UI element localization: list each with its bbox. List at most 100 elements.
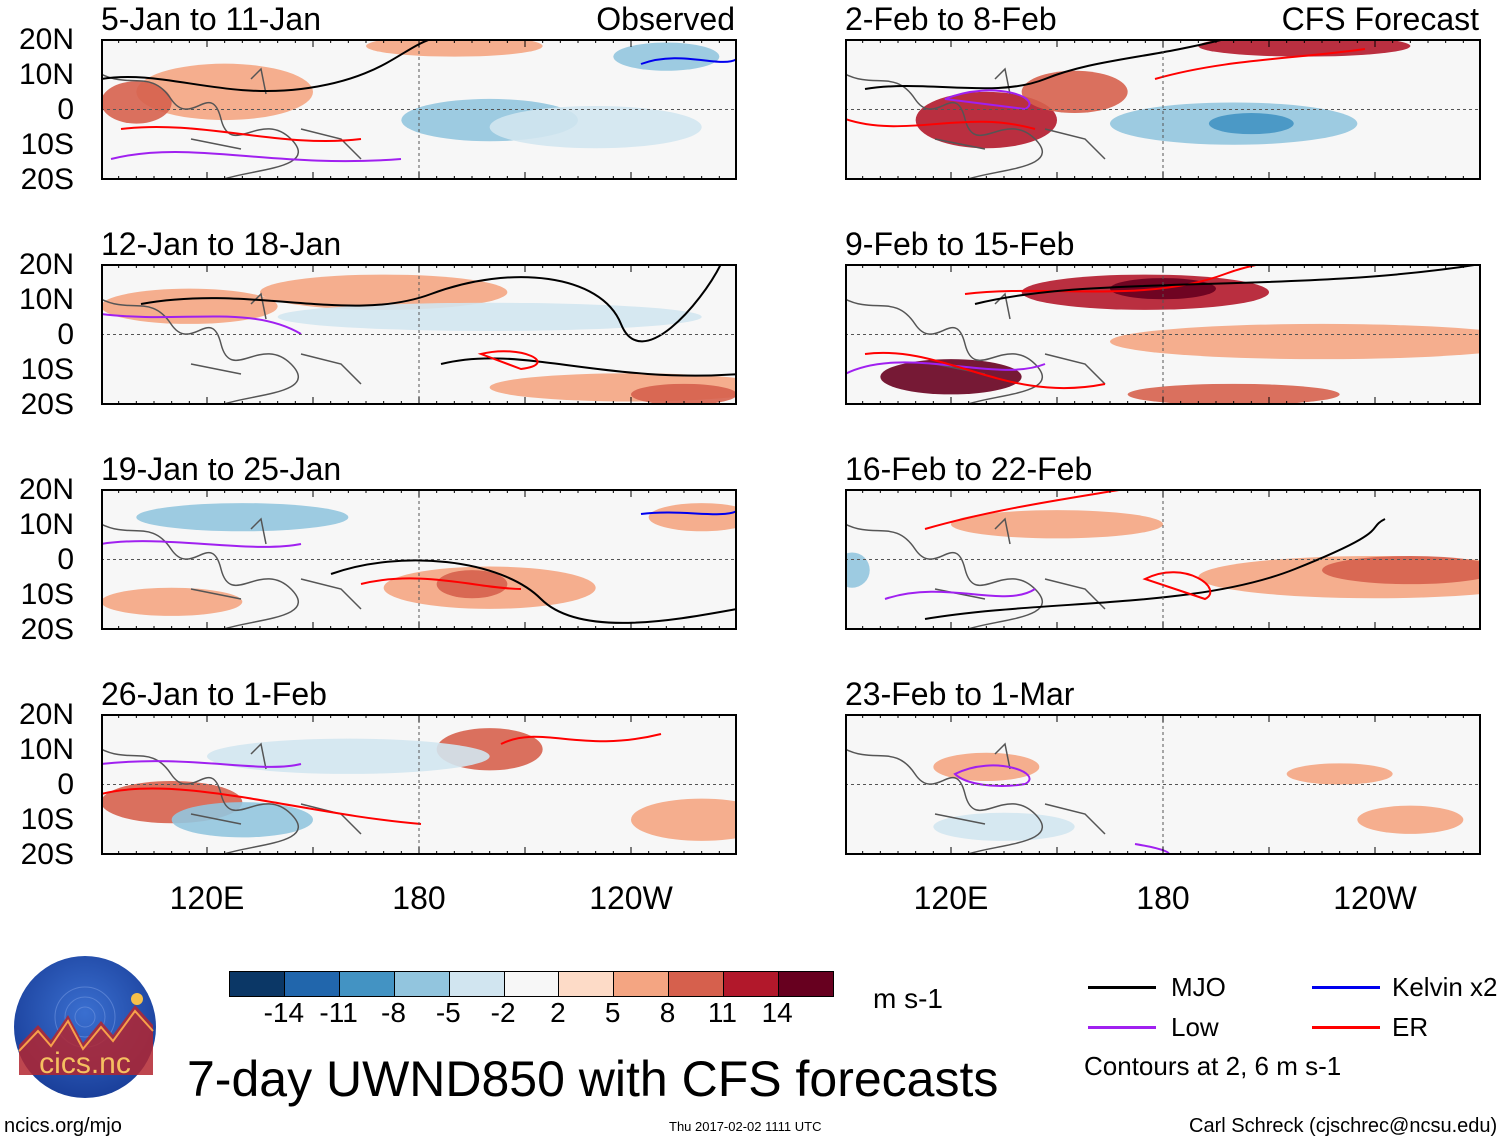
map-panel <box>845 39 1481 180</box>
positive-anomaly <box>101 81 172 124</box>
panel-title-observed-3: 26-Jan to 1-Feb <box>101 676 327 712</box>
contour-line <box>140 264 722 343</box>
contour-line <box>101 787 422 825</box>
legend-label-er: ER <box>1392 1012 1429 1042</box>
lat-tick-label: 10N <box>18 733 74 766</box>
map-panel <box>101 714 737 855</box>
colorbar-swatch <box>669 972 725 996</box>
map-panel <box>845 714 1481 855</box>
contour-line <box>864 351 1106 389</box>
legend-label-mjo: MJO <box>1171 972 1226 1002</box>
colorbar-label: -8 <box>381 997 406 1028</box>
cfs-forecast-label: CFS Forecast <box>1281 1 1479 37</box>
map-panel <box>845 264 1481 405</box>
colorbar-label: 8 <box>659 997 676 1028</box>
map-panel <box>101 39 737 180</box>
negative-anomaly <box>845 552 870 588</box>
negative-anomaly <box>277 302 702 331</box>
panel-title-forecast-1: 9-Feb to 15-Feb <box>845 226 1075 262</box>
contour-line <box>924 489 1126 530</box>
coastline <box>845 517 1106 630</box>
contour-line <box>964 264 1481 295</box>
contour-line <box>440 357 737 377</box>
colorbar-swatch <box>724 972 780 996</box>
colorbar-swatch <box>284 972 340 996</box>
positive-anomaly <box>915 91 1057 149</box>
lat-tick-label: 20S <box>20 838 74 871</box>
contour-line <box>953 764 1031 787</box>
lat-tick-label: 0 <box>57 543 74 576</box>
colorbar-swatch <box>339 972 395 996</box>
contour-line <box>845 118 1036 130</box>
contour-line <box>101 313 302 335</box>
positive-anomaly <box>1322 555 1481 585</box>
lon-tick-label: 120E <box>169 880 245 916</box>
colorbar-label: -11 <box>319 997 358 1028</box>
lon-tick-label: 120W <box>1333 880 1417 916</box>
colorbar-label: -14 <box>263 997 305 1028</box>
contour-line <box>864 39 1226 90</box>
lat-tick-label: 10N <box>18 508 74 541</box>
lat-tick-label: 20N <box>18 248 74 281</box>
legend-line-low <box>1088 1026 1156 1029</box>
website-link[interactable]: ncics.org/mjo <box>4 1115 122 1137</box>
positive-anomaly <box>1021 70 1128 114</box>
contour-line <box>884 588 1036 600</box>
positive-anomaly <box>1110 323 1481 360</box>
positive-anomaly <box>1286 763 1393 785</box>
contour-line <box>360 577 522 590</box>
positive-anomaly <box>631 798 737 841</box>
positive-anomaly <box>1357 805 1464 834</box>
coastline <box>845 67 1106 180</box>
positive-anomaly <box>101 288 278 324</box>
positive-anomaly <box>933 752 1040 781</box>
lat-tick-label: 10N <box>18 283 74 316</box>
legend-line-mjo <box>1088 986 1156 989</box>
colorbar-swatch <box>230 972 285 996</box>
colorbar-label: 11 <box>707 997 737 1028</box>
positive-anomaly <box>1127 383 1340 405</box>
contour-line <box>640 510 737 516</box>
author-credit: Carl Schreck (cjschrec@ncsu.edu) <box>1189 1115 1498 1137</box>
colorbar-label: 5 <box>604 997 621 1028</box>
negative-anomaly <box>136 503 349 532</box>
contour-line <box>120 125 362 143</box>
panel-title-observed-1: 12-Jan to 18-Jan <box>101 226 342 262</box>
lat-tick-label: 0 <box>57 318 74 351</box>
legend-line-kelvin <box>1312 986 1380 989</box>
map-panel <box>101 264 737 405</box>
cics-logo: cics.nc <box>13 955 157 1099</box>
lat-tick-label: 10N <box>18 58 74 91</box>
negative-anomaly <box>207 738 490 774</box>
panel-title-observed-0: 5-Jan to 11-Jan <box>101 1 321 37</box>
map-panel <box>845 489 1481 630</box>
contour-line <box>101 39 432 93</box>
lat-tick-label: 20N <box>18 473 74 506</box>
lon-tick-label: 120W <box>589 880 673 916</box>
map-panel <box>101 489 737 630</box>
positive-anomaly <box>260 274 508 310</box>
lat-tick-label: 20S <box>20 163 74 196</box>
panel-title-forecast-2: 16-Feb to 22-Feb <box>845 451 1093 487</box>
contour-line <box>110 150 402 163</box>
contour-line <box>845 361 1046 375</box>
main-title: 7-day UWND850 with CFS forecasts <box>187 1051 999 1107</box>
positive-anomaly <box>366 39 543 57</box>
lat-tick-label: 10S <box>20 803 74 836</box>
colorbar-label: -5 <box>435 997 461 1028</box>
legend-label-low: Low <box>1171 1012 1219 1042</box>
contour-line <box>1142 571 1212 601</box>
lon-tick-label: 120E <box>913 880 989 916</box>
negative-anomaly <box>933 812 1075 841</box>
contour-line <box>477 350 539 371</box>
positive-anomaly <box>1198 39 1411 57</box>
negative-anomaly <box>1208 113 1294 135</box>
coastline <box>101 742 362 855</box>
colorbar-swatch <box>559 972 615 996</box>
contour-line <box>101 540 302 548</box>
colorbar-units: m s-1 <box>873 983 943 1014</box>
positive-anomaly <box>101 587 243 616</box>
coastline <box>101 292 362 405</box>
legend-line-er <box>1312 1026 1380 1029</box>
